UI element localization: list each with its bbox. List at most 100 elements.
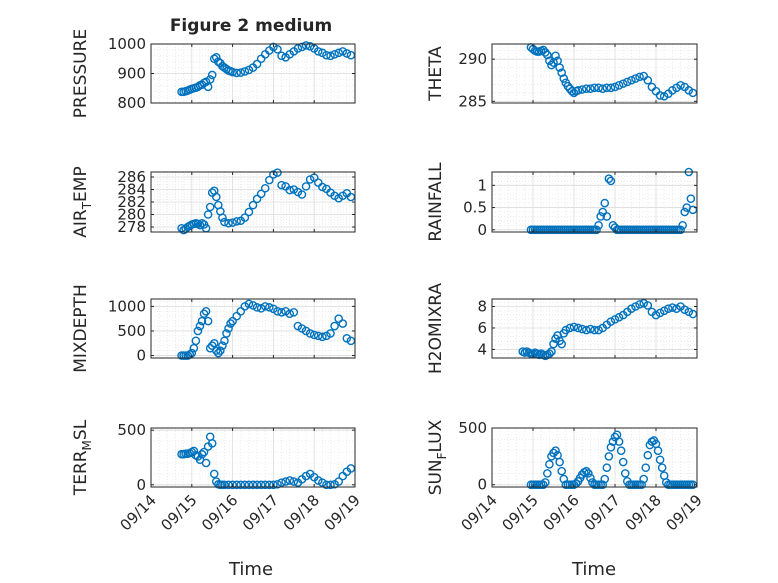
axes-frame <box>491 427 698 488</box>
y-tick-label: 1000 <box>108 35 146 53</box>
data-point <box>639 474 649 484</box>
data-point <box>600 198 610 208</box>
data-point <box>197 449 207 459</box>
data-point <box>211 52 221 62</box>
data-point <box>201 458 211 468</box>
data-point <box>543 469 552 478</box>
data-point <box>651 310 661 320</box>
plot-area <box>492 172 697 232</box>
data-point <box>322 480 331 490</box>
y-axis-label-part: THETA <box>426 46 446 102</box>
data-point <box>281 477 290 486</box>
subplot-h2omixra: 4 6 8 H2OMIXRA <box>426 283 698 374</box>
data-point <box>285 309 295 319</box>
data-point <box>641 463 651 473</box>
data-point <box>301 41 311 50</box>
data-point <box>195 321 205 331</box>
data-point <box>547 347 556 356</box>
data-point <box>313 331 323 341</box>
data-point <box>555 63 564 72</box>
data-point <box>637 480 646 490</box>
data-point <box>551 51 560 61</box>
data-point <box>643 450 653 460</box>
data-point <box>545 349 554 359</box>
data-point <box>277 180 286 190</box>
data-point <box>252 194 262 204</box>
data-point <box>604 174 614 183</box>
y-tick-label: 0.5 <box>463 199 487 217</box>
data-point <box>594 83 603 93</box>
data-point <box>596 212 605 221</box>
y-tick-label: 0 <box>477 221 487 239</box>
data-point <box>244 480 254 490</box>
data-point <box>273 45 282 54</box>
data-point <box>269 170 278 179</box>
x-axis-label-right: Time <box>571 559 616 580</box>
data-point <box>635 300 644 309</box>
data-point <box>586 84 595 93</box>
data-point <box>590 83 599 93</box>
data-point <box>631 74 640 83</box>
data-point <box>602 83 612 93</box>
data-point <box>289 307 299 317</box>
y-axis-label-part: AIR <box>71 209 91 238</box>
data-point <box>338 319 348 328</box>
y-tick-label: 0 <box>477 476 487 494</box>
data-point <box>614 81 624 90</box>
y-tick-label: 8 <box>477 298 487 316</box>
y-axis-label-part: SUN <box>426 459 446 495</box>
data-point <box>297 190 307 199</box>
y-axis-label-part: SL <box>71 419 91 440</box>
x-axis-label-left: Time <box>228 559 273 580</box>
data-point <box>602 463 612 473</box>
data-point <box>594 221 603 230</box>
data-point <box>594 325 603 335</box>
data-point <box>265 303 274 312</box>
data-point <box>252 303 262 312</box>
axes-frame <box>150 298 356 359</box>
y-axis-label-part: LUX <box>426 419 446 452</box>
data-point <box>557 339 567 349</box>
data-point <box>657 463 667 473</box>
y-tick-label: 900 <box>117 65 146 83</box>
data-point <box>248 480 258 490</box>
data-point <box>226 319 235 328</box>
y-axis-label-subscript: T <box>80 201 94 210</box>
data-point <box>598 84 608 93</box>
data-point <box>211 192 221 202</box>
y-axis-label-subscript: M <box>80 440 94 450</box>
data-point <box>260 480 270 490</box>
data-point <box>301 182 311 191</box>
data-point <box>551 446 560 455</box>
y-axis-label-part: EMP <box>71 166 91 202</box>
data-point <box>655 308 665 318</box>
data-point <box>680 207 690 217</box>
data-point <box>201 306 211 316</box>
data-point <box>265 175 274 185</box>
data-point <box>228 480 237 490</box>
data-point <box>277 307 286 317</box>
y-tick-label: 285 <box>458 92 487 110</box>
data-point <box>586 324 595 334</box>
data-point <box>559 474 569 484</box>
axes-frame <box>491 171 698 233</box>
data-point <box>582 84 591 93</box>
data-point <box>236 68 246 77</box>
data-point <box>639 298 649 308</box>
data-point <box>573 323 583 333</box>
data-point <box>627 75 636 85</box>
data-point <box>559 74 569 83</box>
data-point <box>563 81 573 91</box>
data-point <box>664 304 673 313</box>
data-point <box>606 176 616 186</box>
data-point <box>224 324 233 333</box>
data-point <box>547 60 556 70</box>
axes-frame <box>491 298 698 359</box>
data-point <box>305 329 315 338</box>
y-tick-label: 800 <box>117 94 146 112</box>
data-point <box>631 302 640 311</box>
data-point <box>678 221 687 230</box>
y-tick-label: 290 <box>458 50 487 68</box>
